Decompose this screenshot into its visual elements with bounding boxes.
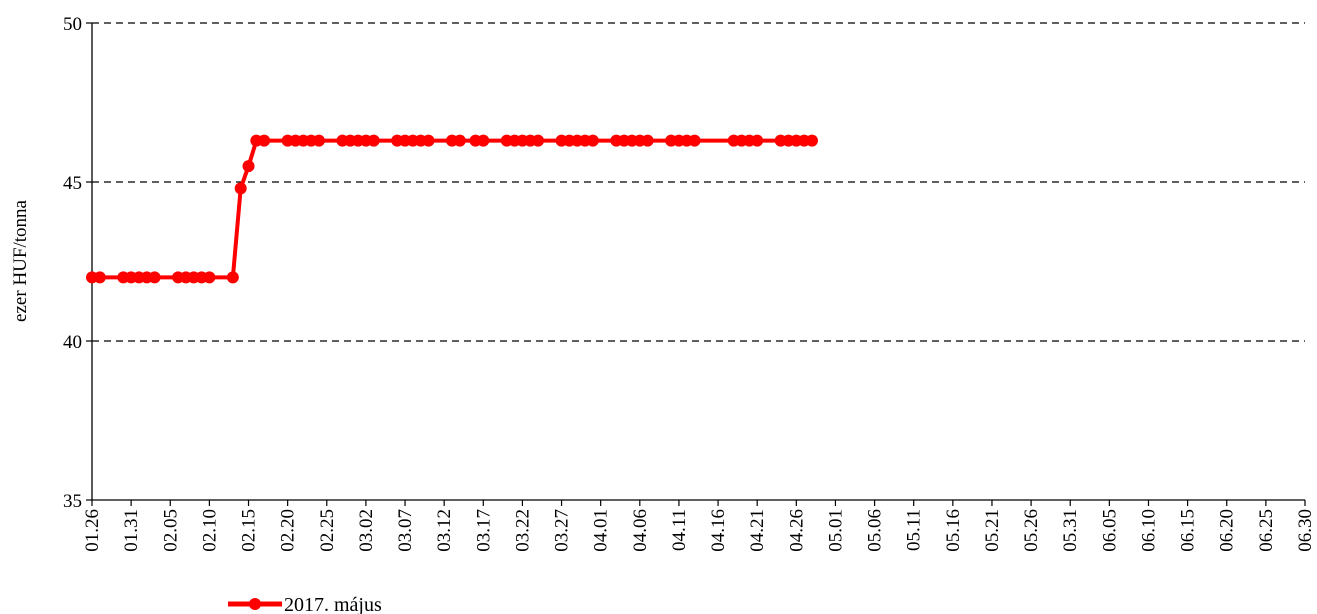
legend: 2017. május	[228, 594, 382, 614]
x-tick-label: 04.01	[591, 509, 612, 552]
data-point	[93, 271, 106, 284]
x-tick-label: 06.20	[1217, 509, 1238, 552]
series-line	[92, 138, 812, 280]
data-point	[148, 271, 161, 284]
x-tick-label: 06.10	[1138, 509, 1159, 552]
x-tick-label: 02.15	[239, 509, 260, 552]
x-tick-label: 03.02	[356, 509, 377, 552]
x-tick-label: 04.21	[747, 509, 768, 552]
x-tick-label: 06.30	[1295, 509, 1316, 552]
x-tick-label: 02.05	[160, 509, 181, 552]
x-tick-label: 03.22	[512, 509, 533, 552]
data-point	[805, 134, 818, 147]
x-tick-label: 04.11	[669, 509, 690, 551]
x-tick-labels: 01.26 01.31 02.05 02.10 02.15 02.20 02.25 03.02…	[82, 500, 1316, 552]
data-point	[234, 182, 247, 195]
data-point	[641, 134, 654, 147]
data-point	[367, 134, 380, 147]
x-tick-label: 02.20	[278, 509, 299, 552]
x-tick-label: 05.11	[904, 509, 925, 551]
data-point	[242, 160, 255, 173]
data-point	[422, 134, 435, 147]
data-point	[477, 134, 490, 147]
data-point	[586, 134, 599, 147]
x-tick-label: 06.05	[1099, 509, 1120, 552]
y-tick-label: 45	[63, 173, 82, 194]
y-tick-label: 50	[63, 14, 82, 35]
data-point	[532, 134, 545, 147]
series-layer	[86, 134, 818, 284]
x-tick-label: 05.31	[1060, 509, 1081, 552]
data-point	[751, 134, 764, 147]
x-tick-label: 03.12	[434, 509, 455, 552]
x-tick-label: 06.25	[1256, 509, 1277, 552]
x-tick-label: 03.07	[395, 509, 416, 552]
gridlines	[92, 22, 1305, 342]
data-point	[203, 271, 216, 284]
x-tick-label: 05.16	[943, 509, 964, 552]
data-point	[312, 134, 325, 147]
y-axis-title: ezer HUF/tonna	[10, 200, 31, 322]
legend-swatch-marker	[249, 598, 261, 610]
x-tick-label: 05.06	[865, 509, 886, 552]
x-tick-label: 01.26	[82, 509, 103, 552]
data-point	[688, 134, 701, 147]
y-tick-label: 35	[63, 491, 82, 512]
x-tick-label: 04.16	[708, 509, 729, 552]
axes	[91, 23, 1305, 501]
x-tick-label: 05.21	[982, 509, 1003, 552]
x-tick-label: 02.25	[317, 509, 338, 552]
data-point	[453, 134, 466, 147]
y-tick-labels: 35 40 45 50	[63, 14, 92, 512]
data-point	[258, 134, 271, 147]
x-tick-label: 06.15	[1178, 509, 1199, 552]
legend-label: 2017. május	[284, 594, 382, 614]
x-tick-label: 03.27	[552, 509, 573, 552]
x-tick-label: 02.10	[199, 509, 220, 552]
x-tick-label: 01.31	[121, 509, 142, 552]
x-tick-label: 03.17	[473, 509, 494, 552]
x-tick-label: 04.06	[630, 509, 651, 552]
data-point	[226, 271, 239, 284]
x-tick-label: 05.01	[825, 509, 846, 552]
x-tick-label: 05.26	[1021, 509, 1042, 552]
y-tick-label: 40	[63, 332, 82, 353]
x-tick-label: 04.26	[786, 509, 807, 552]
